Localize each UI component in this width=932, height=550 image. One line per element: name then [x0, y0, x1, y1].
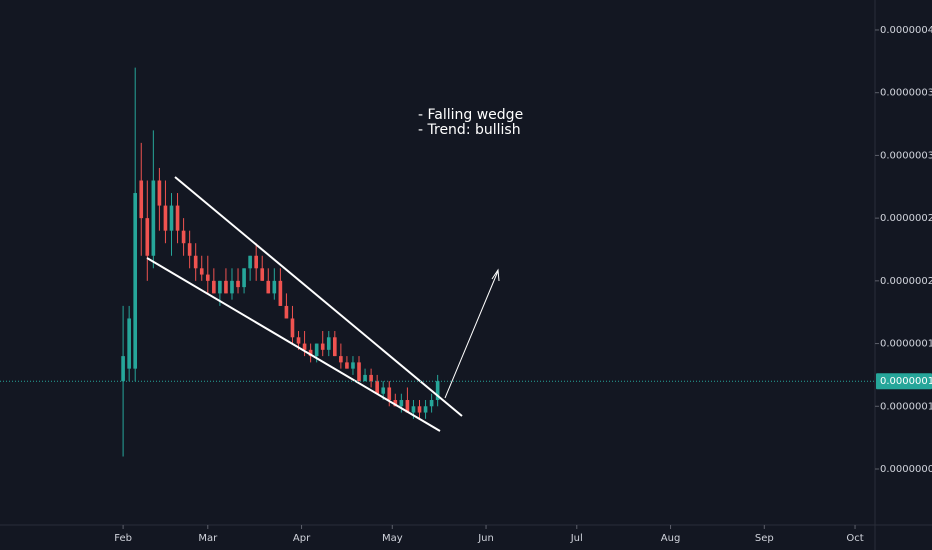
candle-body	[187, 243, 192, 256]
candle-body	[212, 280, 216, 294]
x-tick-label: Apr	[293, 533, 311, 544]
y-tick-label: 0.00000025	[880, 213, 932, 224]
candle-body	[411, 406, 416, 413]
candle-body	[363, 374, 367, 382]
x-tick-label: Aug	[661, 533, 681, 544]
candle-body	[339, 356, 343, 363]
x-tick-label: Feb	[114, 533, 132, 544]
y-tick-label: 0.00000005	[880, 464, 932, 475]
candle-body	[260, 268, 265, 281]
candle-body	[169, 205, 174, 231]
last-price-box	[876, 373, 932, 390]
candle-body	[381, 387, 386, 394]
wedge-lower-line	[146, 257, 441, 432]
candle-body	[157, 180, 162, 206]
candle-body	[375, 381, 379, 394]
candle-body	[351, 362, 355, 369]
candle-body	[272, 280, 277, 294]
candle-body	[133, 193, 138, 369]
candle-body	[242, 268, 246, 288]
candle-body	[127, 318, 131, 369]
candle-body	[224, 280, 228, 294]
candle-body	[345, 362, 349, 369]
candle-body	[423, 406, 428, 413]
x-tick-label: Mar	[198, 533, 218, 544]
candle-body	[181, 230, 186, 244]
candle-body	[357, 362, 361, 382]
candle-body	[417, 406, 422, 413]
candle-body	[399, 400, 404, 407]
candle-body	[266, 280, 271, 294]
candle-body	[230, 280, 234, 294]
candle-body	[435, 381, 440, 401]
candle-body	[205, 274, 210, 281]
candle-body	[175, 205, 180, 231]
candle-body	[236, 280, 240, 288]
candle-body	[326, 337, 331, 350]
y-tick-label: 0.00000040	[880, 25, 932, 36]
candle-body	[369, 374, 373, 382]
candle-body	[387, 387, 392, 401]
drawings	[146, 176, 500, 432]
arrow-line	[444, 270, 499, 399]
candle-body	[254, 255, 258, 269]
candle-body	[308, 349, 313, 357]
candle-body	[199, 268, 204, 275]
annotation: - Trend: bullish	[418, 122, 521, 138]
candle-body	[314, 343, 319, 357]
x-tick-label: Oct	[846, 533, 863, 544]
candle-body	[302, 343, 307, 350]
x-tick-label: May	[382, 533, 403, 544]
candle-body	[139, 180, 144, 219]
candle-body	[145, 218, 150, 256]
y-tick-label: 0.00000015	[880, 339, 932, 350]
candle-body	[296, 337, 301, 344]
candle-body	[278, 280, 283, 306]
candle-body	[429, 400, 434, 407]
plot-area	[121, 67, 440, 457]
annotation: - Falling wedge	[418, 107, 523, 123]
candle-body	[290, 318, 295, 338]
candle-body	[151, 180, 156, 256]
candle-body	[320, 343, 325, 350]
arrow-head	[491, 268, 500, 282]
x-tick-label: Jul	[570, 533, 583, 544]
candle-body	[393, 400, 398, 407]
candle-body	[121, 356, 125, 382]
wedge-upper-line	[174, 176, 463, 417]
candle-body	[333, 337, 337, 357]
x-tick-label: Jun	[477, 533, 494, 544]
candle-body	[405, 400, 410, 413]
y-tick-label: 0.00000035	[880, 88, 932, 99]
candle-body	[163, 205, 168, 231]
x-tick-label: Sep	[755, 533, 774, 544]
candle-body	[193, 255, 198, 269]
last-price-label: 0.00000012	[880, 376, 932, 387]
candle-body	[218, 280, 222, 294]
candle-body	[248, 255, 252, 269]
candle-body	[284, 305, 289, 319]
